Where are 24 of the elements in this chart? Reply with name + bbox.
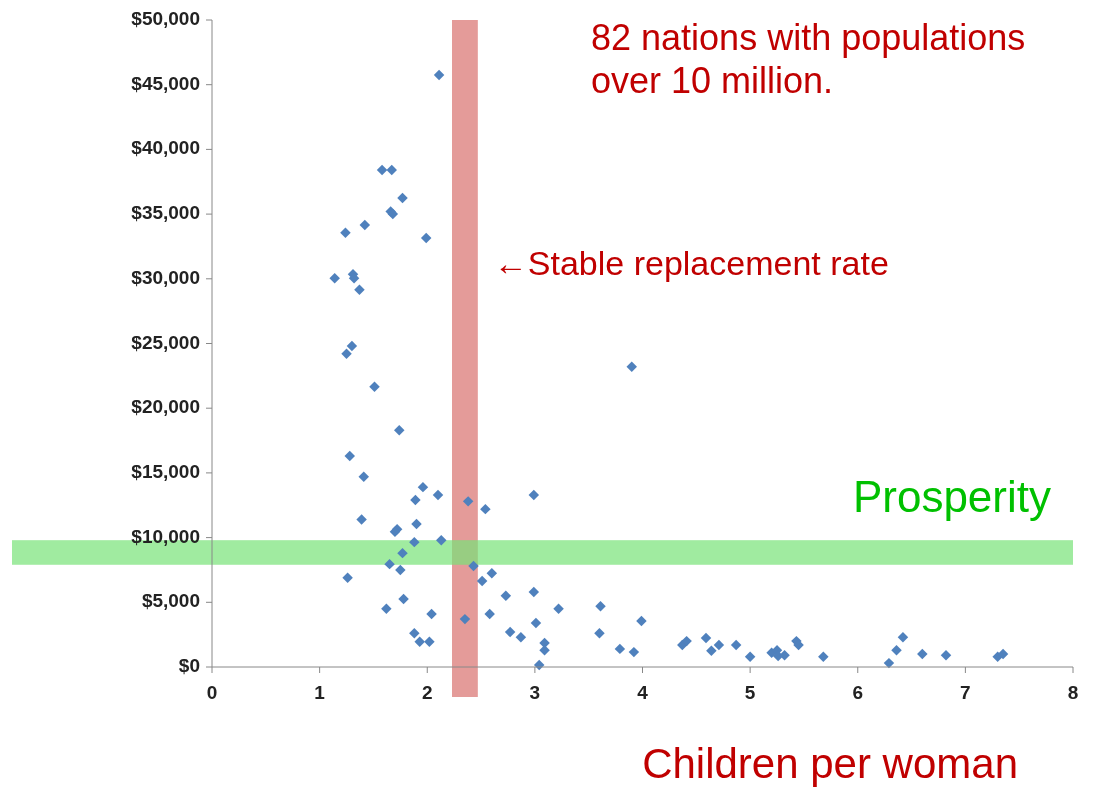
x-tick-label: 4	[637, 682, 649, 703]
y-tick-label: $25,000	[131, 331, 200, 353]
x-tick-label: 1	[314, 682, 326, 703]
y-tick-label: $45,000	[131, 72, 200, 94]
x-tick-label: 6	[852, 682, 864, 703]
y-tick-label: $0	[178, 655, 200, 677]
y-tick-label: $20,000	[131, 396, 200, 418]
y-tick-label: $15,000	[131, 460, 200, 482]
x-tick-label: 0	[206, 682, 218, 703]
x-axis-title: Children per woman	[642, 740, 1018, 787]
x-tick-label: 3	[529, 682, 541, 703]
y-tick-label: $50,000	[131, 8, 200, 30]
x-tick-label: 8	[1067, 682, 1079, 703]
y-tick-label: $5,000	[141, 590, 200, 612]
x-tick-label: 2	[421, 682, 433, 703]
y-tick-label: $40,000	[131, 137, 200, 159]
y-tick-label: $30,000	[131, 266, 200, 288]
x-tick-label: 7	[960, 682, 971, 703]
y-tick-label: $10,000	[131, 525, 200, 547]
y-tick-label: $35,000	[131, 202, 200, 224]
band-label: Prosperity	[852, 472, 1051, 522]
x-tick-label: 5	[744, 682, 756, 703]
band-label: ←Stable replacement rate	[493, 243, 889, 282]
annotation: 82 nations with populations over 10 million.	[591, 17, 1026, 101]
